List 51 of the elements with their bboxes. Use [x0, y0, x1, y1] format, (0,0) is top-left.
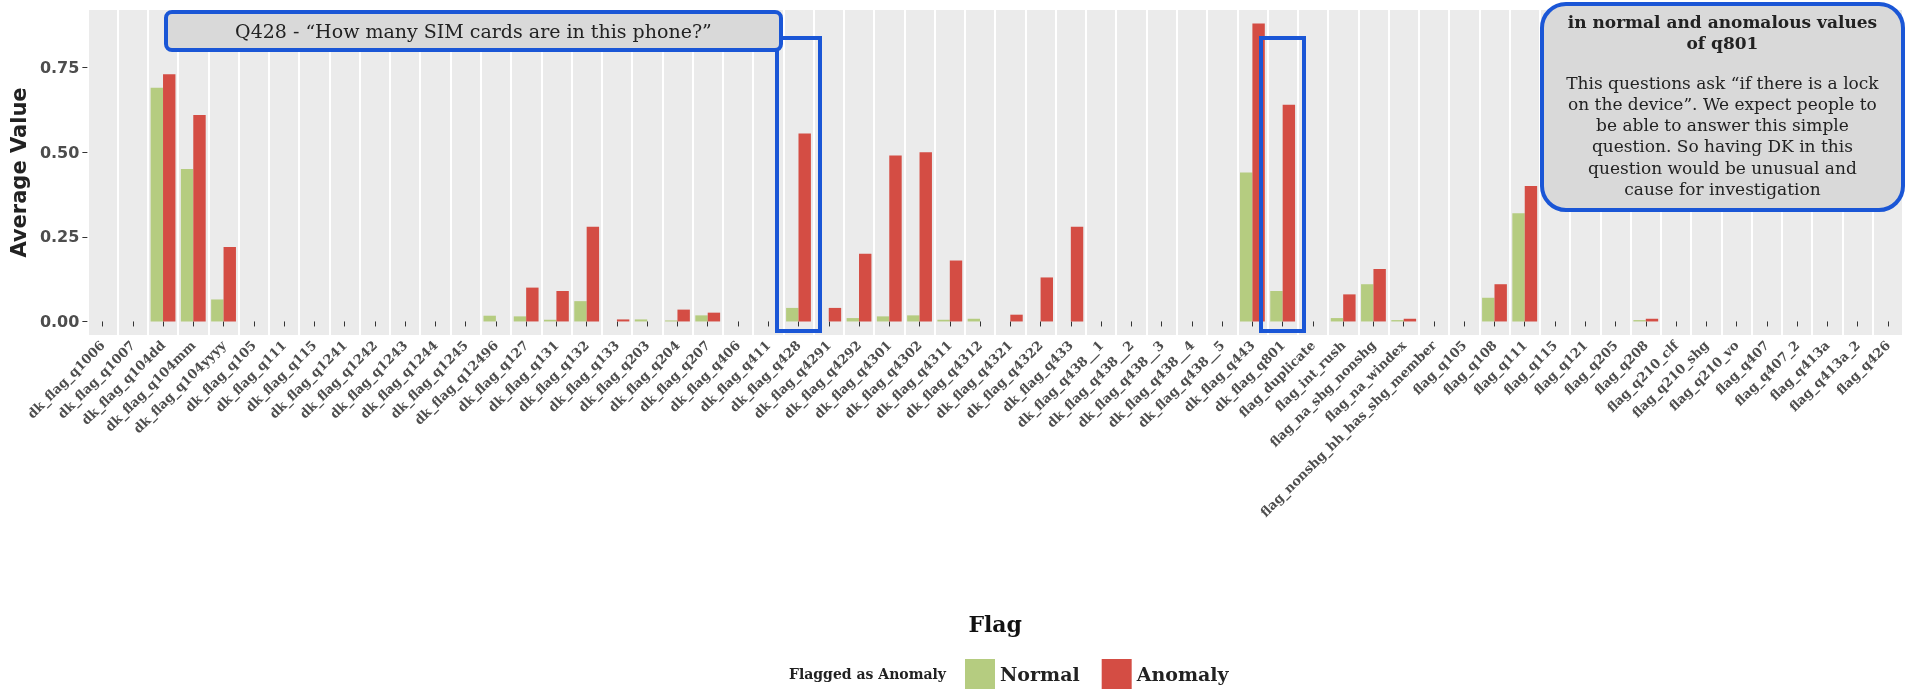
bar — [556, 290, 569, 322]
y-tick-label: 0.25 — [39, 227, 80, 247]
bar — [1343, 294, 1356, 322]
bar — [586, 226, 600, 322]
legend-label: Anomaly — [1135, 663, 1230, 685]
bar — [180, 169, 194, 322]
bar — [1482, 297, 1495, 322]
bar — [798, 133, 811, 322]
bar — [859, 253, 872, 322]
annotation: in normal and anomalous values of q801 — [1566, 12, 1879, 55]
y-tick-label: 0.00 — [39, 311, 80, 331]
bar — [919, 152, 932, 322]
callout-box: Q428 - “How many SIM cards are in this phone?” — [164, 10, 783, 52]
bar — [1040, 277, 1053, 322]
legend-label: Normal — [1000, 663, 1080, 685]
bar — [150, 87, 164, 322]
bar — [876, 316, 890, 322]
bar — [634, 319, 648, 322]
bar — [483, 315, 496, 322]
x-axis-title: Flag — [968, 611, 1022, 637]
bar — [211, 299, 224, 322]
bar — [1282, 104, 1296, 322]
bar — [1070, 226, 1084, 322]
bar — [1512, 213, 1525, 322]
bar — [1010, 314, 1023, 322]
bar — [223, 246, 236, 322]
bar — [695, 315, 708, 322]
bar — [193, 114, 206, 322]
bar — [949, 260, 963, 322]
bar — [1494, 284, 1507, 322]
bar — [513, 316, 527, 322]
bar — [677, 309, 690, 322]
bar — [526, 287, 539, 322]
legend-title: Flagged as Anomaly — [788, 666, 947, 682]
callout-box: in normal and anomalous values of q801 This questions ask “if there is a lock on the device”. We expect people to be able to answer this simple question. So having DK in this question would be unusual and cause for investigation — [1539, 2, 1905, 212]
bar — [1270, 290, 1283, 322]
y-tick-label: 0.50 — [39, 142, 80, 162]
bar — [1239, 172, 1253, 322]
bar — [828, 307, 842, 322]
bar — [163, 74, 176, 322]
bar — [786, 307, 799, 322]
bar — [616, 319, 630, 322]
bar — [574, 301, 587, 322]
bar — [1524, 186, 1538, 322]
annotation: This questions ask “if there is a lock on the device”. We expect people to be able to answer this simple question. So having DK in this question would be unusual and cause for investigation — [1565, 72, 1880, 200]
bar — [907, 315, 920, 322]
bar — [889, 155, 902, 322]
y-axis-title: Average Value — [6, 87, 31, 258]
bar — [1373, 268, 1386, 322]
y-tick-label: 0.75 — [39, 58, 80, 78]
bar — [1361, 284, 1374, 322]
